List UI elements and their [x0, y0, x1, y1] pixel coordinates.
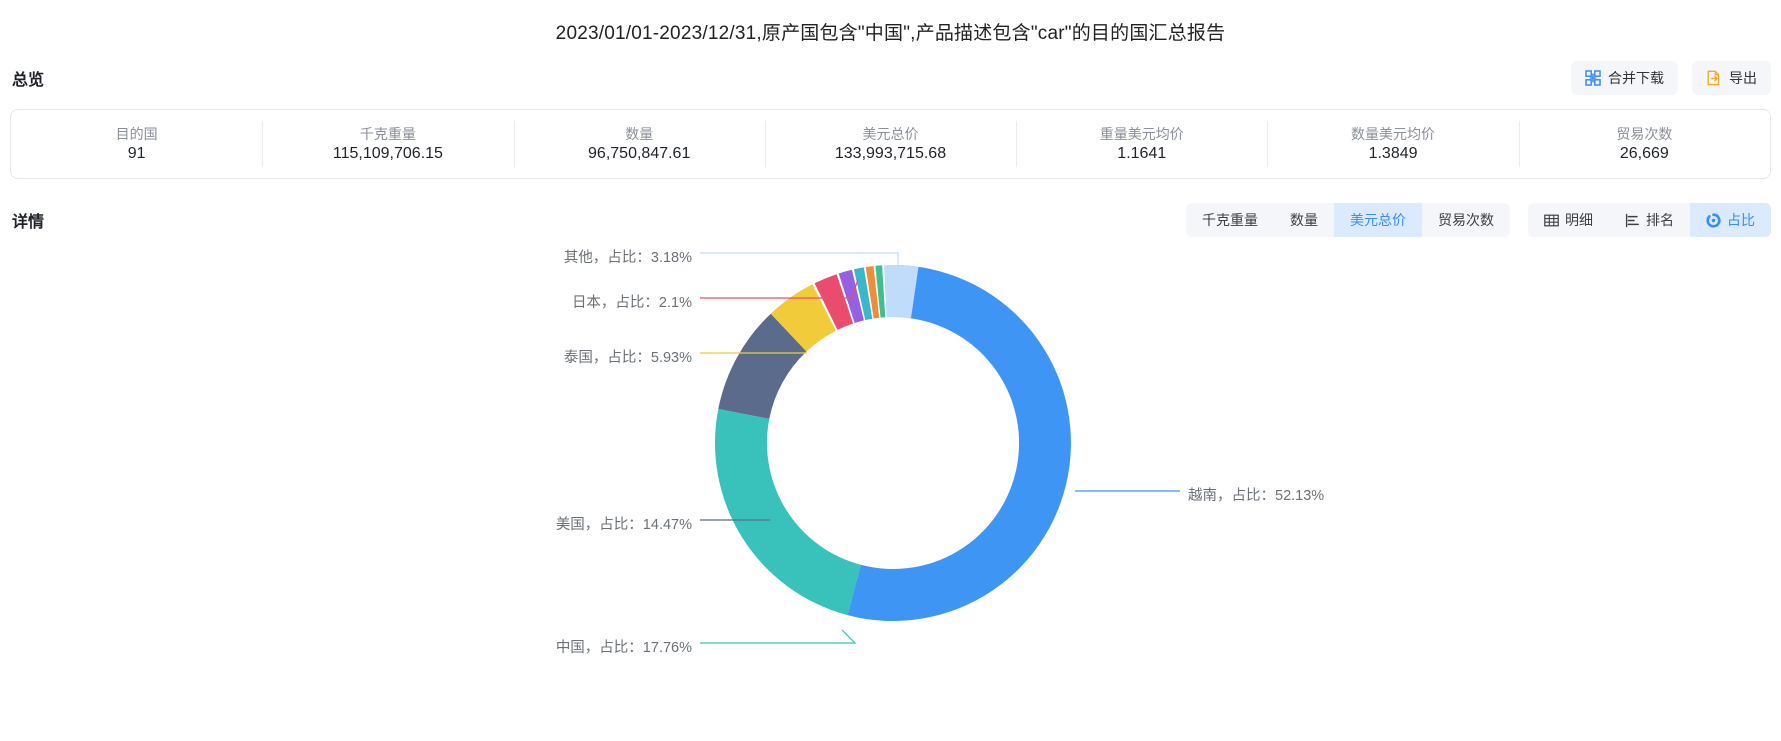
donut-label-china: 中国，占比：17.76% [555, 640, 692, 656]
detail-section-title: 详情 [12, 214, 45, 231]
stat-value: 96,750,847.61 [588, 144, 691, 162]
metric-tab-group: 千克重量 数量 美元总价 贸易次数 [1186, 203, 1510, 237]
tab-usd-total[interactable]: 美元总价 [1334, 203, 1422, 237]
bar-chart-icon [1625, 213, 1640, 228]
stat-cell-destination-countries: 目的国 91 [11, 110, 262, 178]
tab-label: 贸易次数 [1438, 212, 1494, 228]
stat-value: 115,109,706.15 [332, 144, 443, 162]
stat-label: 数量 [625, 125, 654, 142]
view-tab-group: 明细 排名 [1528, 203, 1771, 237]
donut-label-thailand: 泰国，占比：5.93% [563, 350, 692, 366]
stat-value: 26,669 [1619, 144, 1669, 162]
stat-label: 美元总价 [862, 125, 919, 142]
donut-slice-thailand[interactable] [770, 284, 836, 352]
donut-label-others: 其他，占比：3.18% [563, 250, 692, 266]
tab-label: 美元总价 [1350, 212, 1406, 228]
export-label: 导出 [1729, 70, 1757, 86]
stat-cell-usd-per-weight: 重量美元均价 1.1641 [1016, 110, 1267, 178]
overview-section-title: 总览 [12, 72, 45, 89]
tab-label: 数量 [1290, 212, 1318, 228]
stat-cell-quantity: 数量 96,750,847.61 [513, 110, 765, 178]
stat-cell-trade-count: 贸易次数 26,669 [1518, 110, 1770, 178]
overview-header: 总览 合并下载 [0, 61, 1781, 95]
stat-label: 目的国 [115, 125, 158, 142]
tab-label: 占比 [1727, 212, 1755, 228]
stat-label: 数量美元均价 [1351, 125, 1436, 142]
donut-slice-korea[interactable] [853, 267, 873, 321]
tab-quantity[interactable]: 数量 [1274, 203, 1334, 237]
donut-slice-malaysia[interactable] [865, 266, 880, 319]
donut-chart-icon [1706, 212, 1721, 228]
tab-label: 排名 [1646, 212, 1674, 228]
donut-svg [700, 252, 1180, 644]
export-icon [1706, 70, 1722, 86]
donut-slice-china[interactable] [715, 408, 861, 616]
overview-stats-card: 目的国 91 千克重量 115,109,706.15 数量 96,750,847… [10, 109, 1771, 179]
tab-trade-count[interactable]: 贸易次数 [1422, 203, 1510, 237]
tab-proportion[interactable]: 占比 [1690, 203, 1771, 237]
stat-value: 1.1641 [1117, 144, 1167, 162]
tab-label: 明细 [1565, 212, 1593, 228]
stat-value: 133,993,715.68 [834, 144, 947, 162]
stat-label: 重量美元均价 [1099, 125, 1184, 142]
stat-label: 贸易次数 [1616, 125, 1673, 142]
tab-kg-weight[interactable]: 千克重量 [1186, 203, 1274, 237]
donut-label-vietnam: 越南，占比：52.13% [1188, 488, 1325, 504]
page-title: 2023/01/01-2023/12/31,原产国包含"中国",产品描述包含"c… [555, 23, 1226, 44]
detail-controls: 千克重量 数量 美元总价 贸易次数 [1186, 203, 1771, 237]
merge-download-label: 合并下载 [1608, 70, 1664, 86]
donut-slice-germany[interactable] [875, 265, 886, 318]
stat-value: 91 [127, 144, 146, 162]
tab-ranking[interactable]: 排名 [1609, 203, 1690, 237]
stat-cell-usd-total: 美元总价 133,993,715.68 [764, 110, 1016, 178]
export-button[interactable]: 导出 [1692, 61, 1771, 95]
stat-cell-usd-per-quantity: 数量美元均价 1.3849 [1267, 110, 1518, 178]
table-icon [1544, 213, 1559, 228]
merge-download-icon [1585, 70, 1601, 86]
overview-actions: 合并下载 导出 [1571, 61, 1771, 95]
donut-slice-others[interactable] [884, 264, 919, 319]
donut-slice-india[interactable] [838, 269, 864, 323]
proportion-donut-chart: 其他，占比：3.18% 日本，占比：2.1% 泰国，占比：5.93% 美国，占比… [0, 243, 1781, 683]
tab-detail-table[interactable]: 明细 [1528, 203, 1609, 237]
donut-leader-lines [700, 252, 1180, 644]
donut-label-usa: 美国，占比：14.47% [555, 517, 692, 533]
donut-slice-vietnam[interactable] [847, 265, 1071, 621]
stat-cell-kg-weight: 千克重量 115,109,706.15 [262, 110, 513, 178]
tab-label: 千克重量 [1202, 212, 1258, 228]
donut-label-japan: 日本，占比：2.1% [571, 295, 692, 311]
donut-slice-usa[interactable] [718, 313, 807, 419]
stat-label: 千克重量 [359, 125, 416, 142]
detail-header: 详情 千克重量 数量 美元总价 贸易次数 [0, 203, 1781, 237]
donut-slice-japan[interactable] [814, 274, 854, 330]
stat-value: 1.3849 [1368, 144, 1418, 162]
merge-download-button[interactable]: 合并下载 [1571, 61, 1678, 95]
